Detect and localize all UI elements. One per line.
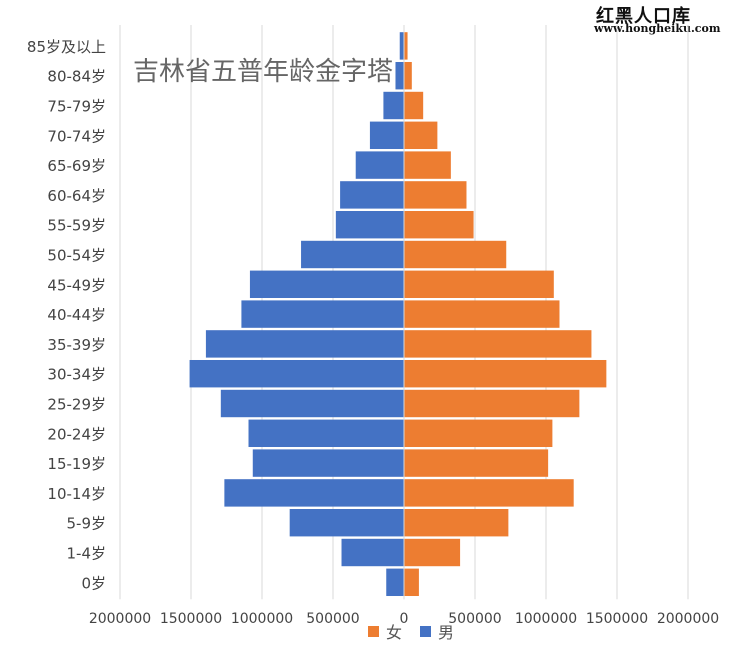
- bar-female-1: [404, 538, 461, 567]
- category-label: 60-64岁: [47, 187, 106, 205]
- category-label: 85岁及以上: [27, 38, 106, 56]
- category-label: 35-39岁: [47, 336, 106, 354]
- category-label: 75-79岁: [47, 98, 106, 116]
- category-label: 50-54岁: [47, 247, 106, 265]
- bar-female-12: [404, 210, 474, 239]
- bar-female-16: [404, 91, 424, 120]
- bar-male-12: [335, 210, 404, 239]
- category-label: 45-49岁: [47, 276, 106, 294]
- bar-male-2: [289, 508, 404, 537]
- bar-female-3: [404, 479, 574, 507]
- x-tick-label: 500000: [448, 611, 501, 627]
- category-label: 55-59岁: [47, 217, 106, 235]
- legend-swatch-male: [420, 625, 432, 637]
- bar-male-18: [399, 32, 404, 60]
- category-label: 5-9岁: [67, 515, 107, 533]
- category-label: 80-84岁: [47, 68, 106, 86]
- category-label: 40-44岁: [47, 306, 106, 324]
- category-label: 30-34岁: [47, 366, 106, 384]
- bar-male-1: [341, 538, 404, 567]
- legend-label-male: 男: [438, 623, 455, 642]
- bar-female-6: [404, 389, 580, 418]
- x-tick-label: 1000000: [231, 611, 293, 627]
- x-tick-label: 2000000: [89, 611, 151, 627]
- bar-male-6: [220, 389, 404, 418]
- bar-female-8: [404, 330, 592, 358]
- bar-male-15: [369, 121, 404, 150]
- bar-female-18: [404, 32, 408, 60]
- bar-female-11: [404, 240, 507, 269]
- x-tick-label: 1000000: [515, 611, 577, 627]
- chart-title: 吉林省五普年龄金字塔: [133, 57, 393, 87]
- x-tick-label: 0: [400, 611, 409, 627]
- bar-male-17: [395, 61, 404, 90]
- watermark-title: 红黑人口库: [596, 6, 691, 27]
- category-label: 10-14岁: [47, 485, 106, 503]
- category-label: 25-29岁: [47, 396, 106, 414]
- bar-female-10: [404, 270, 554, 299]
- legend-label-female: 女: [386, 623, 403, 642]
- bar-female-15: [404, 121, 438, 150]
- bar-male-7: [189, 359, 404, 388]
- bar-female-4: [404, 449, 549, 477]
- x-tick-label: 500000: [306, 611, 359, 627]
- bar-male-8: [205, 330, 404, 358]
- bar-male-5: [248, 419, 404, 448]
- bar-male-4: [252, 449, 404, 477]
- bar-male-13: [340, 181, 404, 209]
- bar-female-5: [404, 419, 553, 448]
- bar-female-17: [404, 61, 412, 90]
- category-label: 15-19岁: [47, 455, 106, 473]
- bar-male-16: [383, 91, 404, 120]
- category-label: 20-24岁: [47, 425, 106, 443]
- bar-female-13: [404, 181, 467, 209]
- bar-female-7: [404, 359, 607, 388]
- category-label: 1-4岁: [67, 545, 107, 563]
- legend-item-female: 女: [368, 619, 402, 643]
- category-label: 0岁: [81, 574, 106, 592]
- bar-male-3: [224, 479, 404, 507]
- bar-female-2: [404, 508, 509, 537]
- bar-female-14: [404, 151, 451, 179]
- bar-male-11: [301, 240, 404, 269]
- watermark-url: www.hongheiku.com: [594, 22, 721, 35]
- x-tick-label: 1500000: [586, 611, 648, 627]
- bar-male-0: [386, 568, 404, 597]
- bar-female-0: [404, 568, 419, 597]
- category-label: 70-74岁: [47, 127, 106, 145]
- bar-male-10: [249, 270, 404, 299]
- bar-male-14: [355, 151, 404, 179]
- category-label: 65-69岁: [47, 157, 106, 175]
- bar-female-9: [404, 300, 560, 328]
- x-tick-label: 2000000: [657, 611, 719, 627]
- chart-legend: 女 男: [368, 619, 464, 643]
- bar-male-9: [241, 300, 404, 328]
- legend-item-male: 男: [420, 619, 454, 643]
- legend-swatch-female: [368, 625, 379, 637]
- x-tick-label: 1500000: [160, 611, 222, 627]
